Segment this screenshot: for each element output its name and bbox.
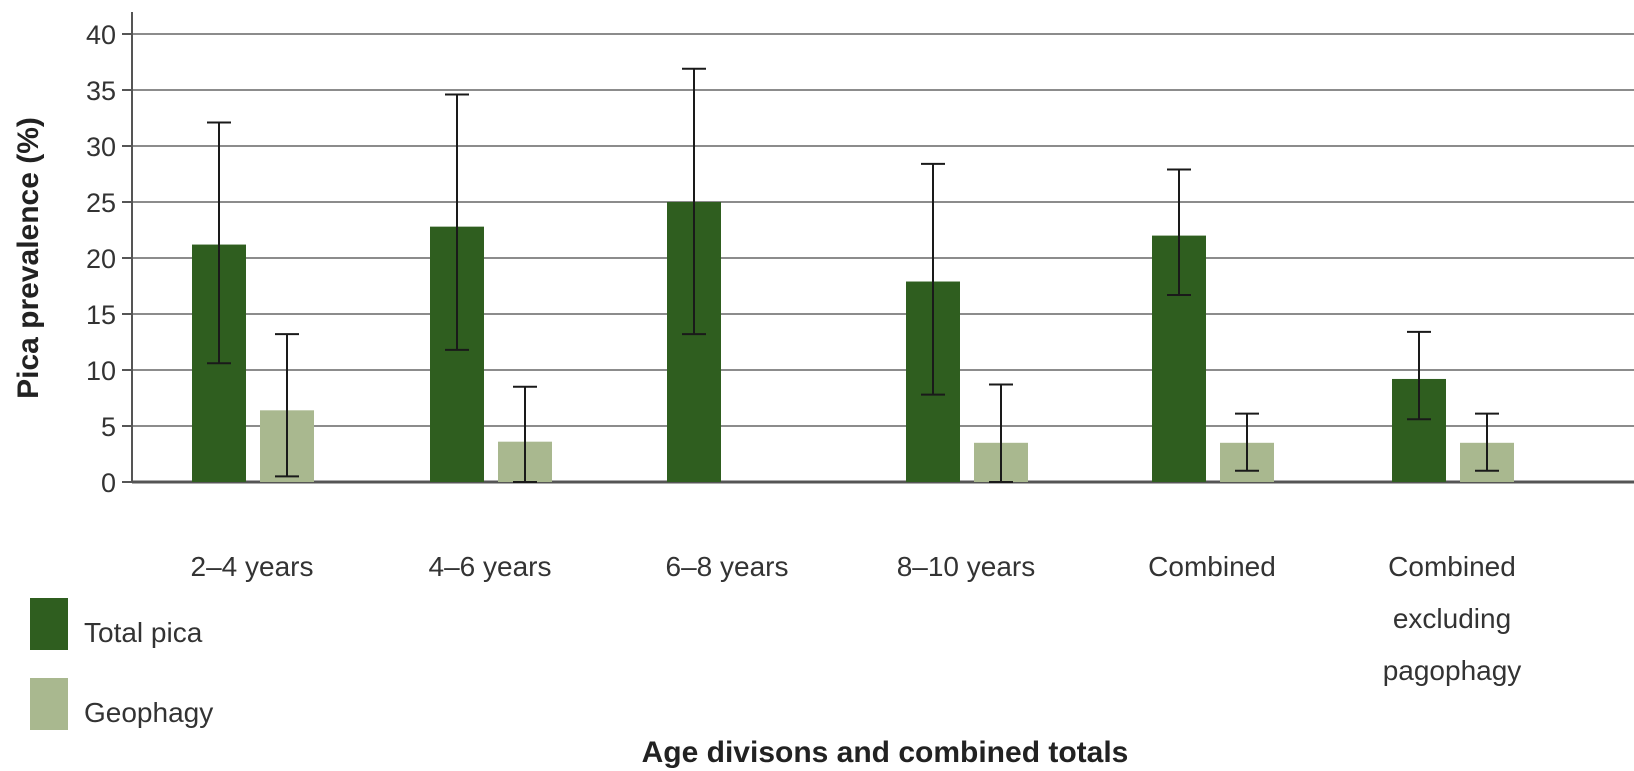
legend-swatch-total-pica bbox=[30, 598, 68, 650]
y-tick-label: 25 bbox=[86, 188, 116, 218]
x-tick-label: 8–10 years bbox=[897, 551, 1036, 582]
y-tick-label: 5 bbox=[101, 412, 116, 442]
y-tick-label: 30 bbox=[86, 132, 116, 162]
legend-label: Geophagy bbox=[84, 697, 213, 728]
legend-swatch-geophagy bbox=[30, 678, 68, 730]
legend-label: Total pica bbox=[84, 617, 203, 648]
y-tick-label: 35 bbox=[86, 76, 116, 106]
y-tick-label: 0 bbox=[101, 468, 116, 498]
x-axis-title: Age divisons and combined totals bbox=[642, 736, 1129, 769]
y-tick-label: 40 bbox=[86, 20, 116, 50]
x-tick-label: 2–4 years bbox=[191, 551, 314, 582]
x-tick-label: excluding bbox=[1393, 603, 1511, 634]
x-tick-label: Combined bbox=[1388, 551, 1516, 582]
y-axis-title: Pica prevalence (%) bbox=[12, 117, 45, 399]
x-tick-label: 4–6 years bbox=[429, 551, 552, 582]
x-tick-label: 6–8 years bbox=[666, 551, 789, 582]
y-tick-label: 15 bbox=[86, 300, 116, 330]
x-tick-label: Combined bbox=[1148, 551, 1276, 582]
y-tick-label: 10 bbox=[86, 356, 116, 386]
y-tick-label: 20 bbox=[86, 244, 116, 274]
x-tick-label: pagophagy bbox=[1383, 655, 1522, 686]
